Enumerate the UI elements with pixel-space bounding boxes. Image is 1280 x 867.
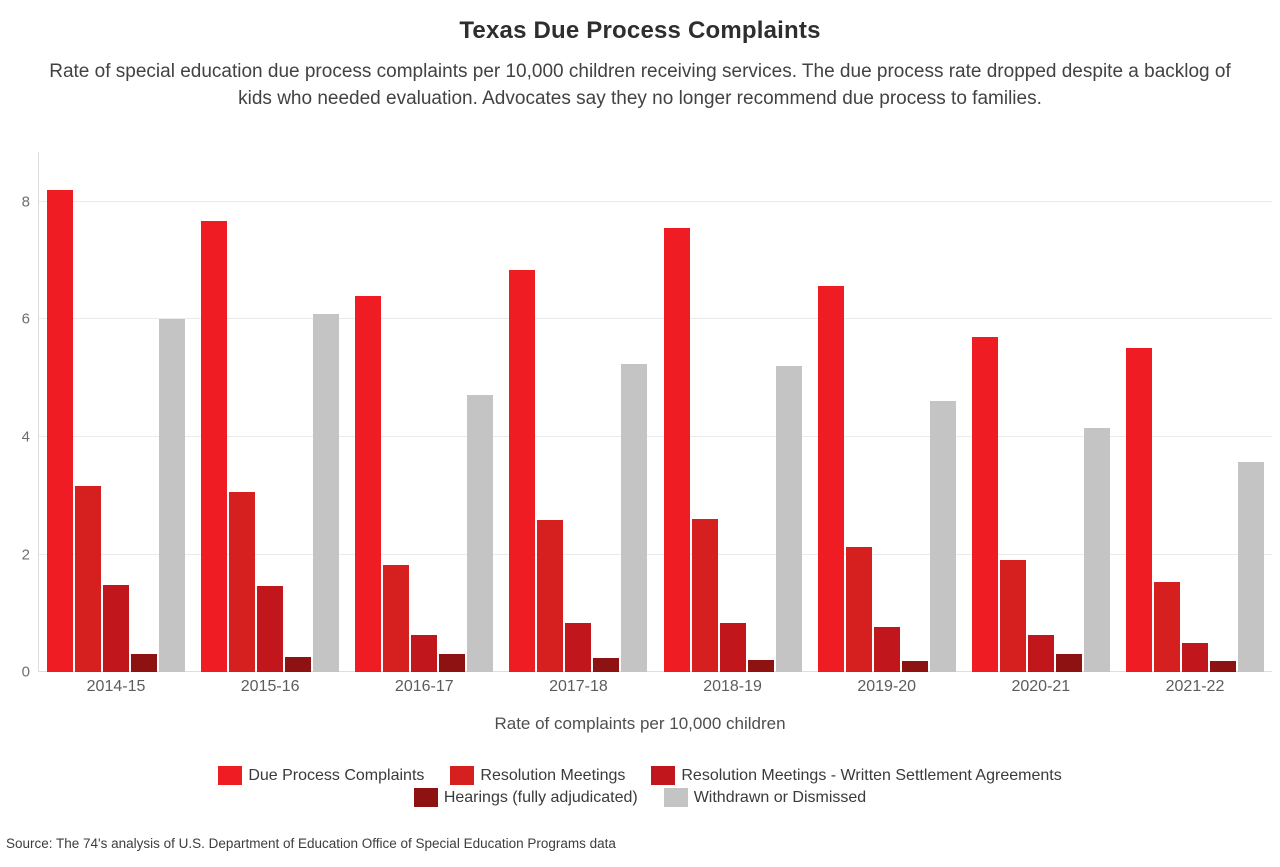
bar <box>1181 642 1208 672</box>
legend-item: Resolution Meetings - Written Settlement… <box>651 766 1062 785</box>
bar-group-2018-19 <box>663 228 802 672</box>
bar <box>411 634 438 672</box>
bar-group-2014-15 <box>47 190 185 672</box>
legend-item: Due Process Complaints <box>218 766 424 785</box>
legend: Due Process Complaints Resolution Meeting… <box>0 766 1280 807</box>
y-tick-label: 6 <box>21 310 30 328</box>
chart-subtitle: Rate of special education due process co… <box>49 61 1231 109</box>
bar <box>131 653 157 672</box>
bar <box>1055 654 1082 672</box>
legend-item: Withdrawn or Dismissed <box>663 788 867 807</box>
y-axis-line <box>38 152 39 672</box>
gridline-y-4 <box>39 435 1272 437</box>
bar-group-2016-17 <box>355 295 494 672</box>
bar-groups <box>39 152 1272 672</box>
legend-label: Resolution Meetings - Written Settlement… <box>681 766 1062 784</box>
legend-label: Due Process Complaints <box>248 766 425 784</box>
bar <box>565 623 592 672</box>
bar <box>159 319 185 672</box>
x-axis-tick-labels: 2014-15 2015-16 2016-17 2017-18 2018-19 2019-… <box>39 678 1272 696</box>
bar <box>1209 660 1236 672</box>
bar <box>663 228 690 672</box>
bar <box>593 657 620 672</box>
legend-row: Due Process Complaints Resolution Meeting… <box>218 766 1062 785</box>
bar <box>439 654 466 672</box>
source-note: Source: The 74's analysis of U.S. Depart… <box>6 836 616 851</box>
bar <box>103 585 129 672</box>
bar <box>691 518 718 672</box>
legend-swatch-icon <box>218 766 243 785</box>
bar <box>1237 461 1264 672</box>
bar <box>719 623 746 672</box>
bar <box>285 656 312 672</box>
bar-group-2017-18 <box>509 269 648 672</box>
bar <box>817 285 844 672</box>
bar-group-2015-16 <box>201 221 340 672</box>
bar <box>537 520 564 672</box>
y-tick-label: 4 <box>21 428 30 446</box>
x-axis-baseline <box>38 671 1272 672</box>
legend-label: Withdrawn or Dismissed <box>693 788 867 806</box>
bar <box>971 336 998 672</box>
bar <box>47 190 73 672</box>
gridline-y-2 <box>39 553 1272 555</box>
gridline-y-8 <box>39 200 1272 202</box>
bar <box>873 626 900 672</box>
plot-area: 0 2 4 6 8 <box>22 152 1272 681</box>
legend-row: Hearings (fully adjudicated) Withdrawn or… <box>413 788 867 807</box>
legend-swatch-icon <box>651 766 676 785</box>
bar <box>901 660 928 672</box>
bar <box>1083 427 1110 672</box>
legend-swatch-icon <box>450 766 475 785</box>
y-tick-label: 0 <box>21 663 30 681</box>
bar <box>621 363 648 672</box>
bar <box>355 295 382 672</box>
bar <box>775 365 802 672</box>
bar-group-2019-20 <box>817 285 956 672</box>
y-tick-label: 2 <box>21 546 30 563</box>
legend-label: Hearings (fully adjudicated) <box>443 788 638 806</box>
legend-swatch-icon <box>663 788 688 807</box>
x-tick-label: 2018-19 <box>703 678 762 695</box>
bar <box>75 485 101 672</box>
bar-group-2021-22 <box>1125 347 1264 672</box>
legend-swatch-icon <box>413 788 438 807</box>
x-axis-title: Rate of complaints per 10,000 children <box>494 714 786 733</box>
x-tick-label: 2019-20 <box>857 678 917 695</box>
bar <box>747 660 774 672</box>
bar <box>509 269 536 672</box>
x-tick-label: 2020-21 <box>1011 678 1071 695</box>
legend-item: Hearings (fully adjudicated) <box>413 788 638 807</box>
bar <box>313 313 340 672</box>
bar-group-2020-21 <box>971 336 1110 672</box>
bar <box>467 394 494 672</box>
bar <box>929 400 956 672</box>
chart-title: Texas Due Process Complaints <box>459 17 821 44</box>
x-tick-label: 2021-22 <box>1165 678 1225 695</box>
x-tick-label: 2015-16 <box>240 678 300 695</box>
x-tick-label: 2016-17 <box>394 678 454 695</box>
bar <box>1027 634 1054 672</box>
bar <box>201 221 228 672</box>
legend-label: Resolution Meetings <box>480 766 626 784</box>
x-tick-label: 2017-18 <box>549 678 608 695</box>
y-tick-label: 8 <box>21 193 30 211</box>
x-tick-label: 2014-15 <box>86 678 146 695</box>
bar <box>229 492 256 672</box>
bar <box>257 585 284 672</box>
gridline-y-6 <box>39 318 1272 320</box>
bar <box>383 565 410 672</box>
bar <box>1125 347 1152 672</box>
bar <box>845 546 872 672</box>
bar <box>1153 581 1180 672</box>
legend-item: Resolution Meetings <box>450 766 625 785</box>
bar <box>999 559 1026 672</box>
